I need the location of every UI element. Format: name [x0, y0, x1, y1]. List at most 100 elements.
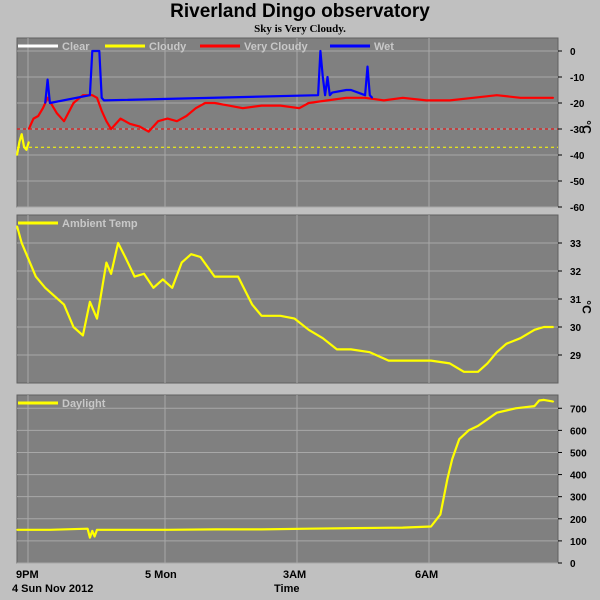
data-point-1-0-5 [53, 295, 56, 298]
data-point-0-2-7 [98, 50, 101, 52]
chart-subtitle: Sky is Very Cloudy. [254, 23, 346, 35]
data-point-0-1-34 [364, 97, 366, 99]
data-point-0-1-2 [37, 115, 39, 117]
data-point-2-0-11 [307, 527, 310, 530]
data-point-1-0-22 [199, 256, 202, 258]
data-point-2-0-18 [458, 438, 461, 441]
y-tick-label-2-1: 100 [570, 537, 587, 548]
data-point-1-0-8 [82, 334, 84, 337]
data-point-2-0-17 [451, 458, 454, 460]
data-point-0-2-3 [89, 94, 91, 96]
data-point-2-0-14 [430, 525, 432, 528]
data-point-1-0-45 [505, 343, 508, 345]
data-point-1-0-2 [25, 253, 28, 255]
y-tick-label-1-4: 33 [570, 239, 582, 250]
data-point-1-0-43 [486, 362, 489, 365]
data-point-2-0-6 [96, 529, 98, 531]
data-point-1-0-13 [117, 242, 119, 244]
data-point-0-1-30 [298, 107, 301, 109]
data-point-0-1-42 [543, 97, 545, 99]
data-point-2-0-4 [91, 530, 94, 532]
data-point-1-0-10 [96, 317, 98, 320]
data-point-0-1-21 [176, 120, 178, 122]
x-tick-label-3: 6AM [415, 569, 439, 581]
data-point-0-2-8 [100, 97, 103, 99]
y-tick-label-2-0: 0 [570, 559, 576, 570]
data-point-2-0-7 [119, 529, 122, 531]
data-point-1-0-32 [322, 337, 324, 340]
data-point-2-0-13 [402, 526, 404, 529]
data-point-2-0-16 [446, 478, 449, 480]
data-point-0-2-1 [46, 78, 49, 81]
data-point-0-0-5 [28, 141, 30, 143]
data-point-1-0-15 [133, 275, 136, 278]
plot-area-0 [16, 37, 559, 208]
data-point-0-1-20 [166, 117, 169, 120]
data-point-1-0-47 [533, 329, 536, 331]
data-point-2-0-19 [467, 429, 470, 432]
data-point-1-0-18 [162, 278, 164, 281]
data-point-2-0-29 [552, 400, 555, 403]
data-point-0-1-38 [449, 99, 451, 102]
data-point-1-0-33 [336, 348, 338, 351]
data-point-2-0-28 [543, 399, 545, 401]
data-point-1-0-29 [279, 315, 282, 317]
data-point-0-1-3 [42, 107, 44, 109]
legend-label-2-0: Daylight [62, 398, 106, 410]
data-point-1-0-28 [270, 315, 272, 317]
data-point-1-0-21 [190, 253, 192, 255]
y-tick-label-1-0: 29 [570, 351, 582, 362]
data-point-1-0-44 [496, 351, 498, 354]
data-point-0-1-11 [96, 97, 98, 99]
data-point-1-0-38 [416, 359, 418, 362]
data-point-0-2-14 [326, 76, 329, 78]
data-point-0-2-17 [345, 89, 348, 91]
data-point-0-1-18 [147, 130, 150, 133]
data-point-0-2-12 [322, 76, 324, 78]
data-point-0-1-35 [383, 99, 385, 102]
data-point-1-0-48 [543, 326, 545, 328]
data-point-0-1-32 [326, 99, 329, 102]
data-point-0-2-22 [369, 94, 371, 96]
data-point-1-0-11 [105, 261, 108, 264]
data-point-0-2-20 [364, 94, 366, 96]
data-point-0-1-39 [472, 97, 475, 99]
data-point-0-1-31 [307, 102, 310, 104]
data-point-0-1-17 [138, 125, 141, 128]
data-point-0-1-15 [119, 117, 122, 120]
data-point-0-1-27 [242, 107, 244, 109]
data-point-1-0-27 [260, 315, 263, 317]
data-point-1-0-24 [223, 275, 225, 278]
data-point-1-0-25 [237, 275, 239, 278]
data-point-1-0-17 [152, 287, 155, 289]
data-point-1-0-9 [89, 301, 91, 303]
data-point-1-0-4 [44, 287, 46, 289]
data-point-2-0-10 [260, 528, 263, 531]
y-tick-label-0-3: -30 [570, 125, 585, 136]
data-point-0-1-6 [56, 112, 58, 115]
y-tick-label-1-3: 32 [570, 267, 582, 278]
y-tick-label-0-0: 0 [570, 47, 576, 58]
data-point-2-0-12 [354, 527, 357, 529]
series-line-1-0 [15, 225, 554, 373]
data-point-0-1-13 [105, 120, 108, 122]
legend-label-0-2: Very Cloudy [244, 41, 308, 53]
data-point-0-2-4 [91, 50, 94, 52]
data-point-0-2-21 [366, 65, 369, 68]
y-tick-label-0-2: -20 [570, 99, 585, 110]
data-point-2-0-15 [439, 513, 442, 516]
data-point-0-2-19 [350, 89, 352, 91]
x-axis-label: Time [274, 583, 300, 595]
data-point-2-0-9 [213, 528, 216, 531]
data-point-2-0-5 [93, 535, 96, 538]
data-point-0-1-1 [32, 117, 35, 120]
data-point-0-2-18 [347, 89, 350, 91]
data-point-1-0-37 [402, 359, 404, 362]
data-point-0-2-13 [324, 94, 326, 96]
chart-title: Riverland Dingo observatory [170, 1, 430, 22]
y-tick-label-2-4: 400 [570, 471, 587, 482]
data-point-0-2-15 [329, 94, 331, 96]
data-point-1-0-36 [387, 359, 390, 362]
data-point-2-0-27 [538, 399, 540, 402]
data-point-0-1-22 [185, 115, 188, 117]
